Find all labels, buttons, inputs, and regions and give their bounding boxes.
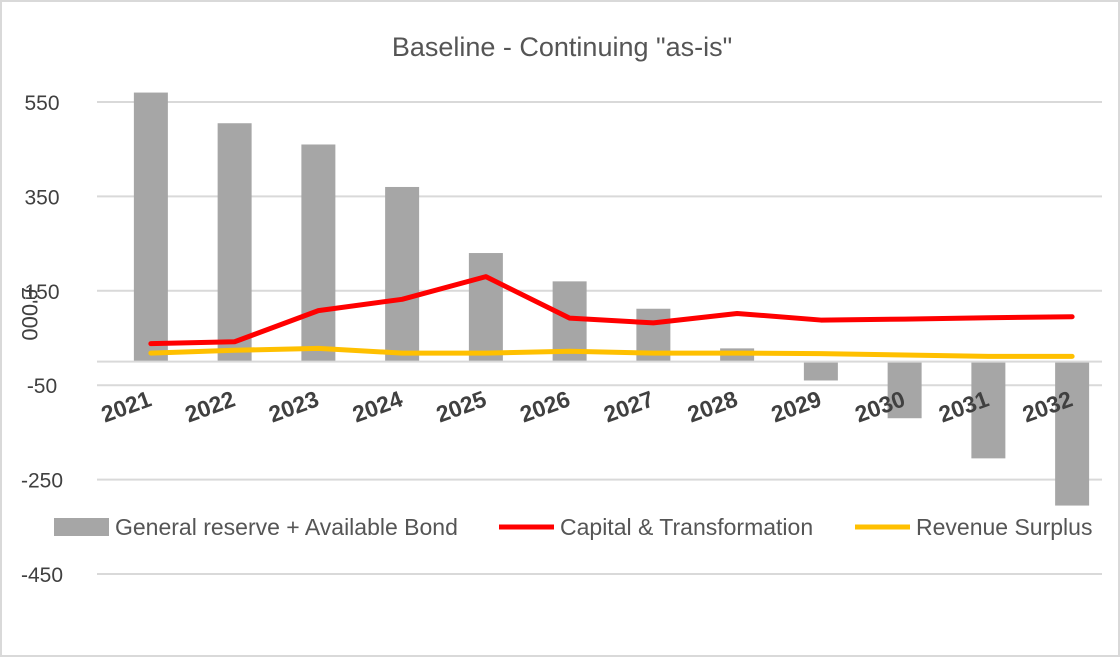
y-tick-label: -50 — [27, 375, 57, 398]
bar — [133, 92, 168, 362]
x-tick-label: 2025 — [433, 385, 490, 427]
x-tick-labels: 2021 2022 2023 2024 2025 2026 2027 2028 2029 2030… — [98, 385, 1076, 427]
series-line — [148, 345, 1075, 359]
bar — [1055, 361, 1090, 506]
bar — [803, 361, 838, 381]
legend: General reserve + Available Bond Capital … — [54, 514, 1092, 540]
x-tick-label: 2030 — [851, 386, 908, 428]
x-tick-label: 2028 — [684, 385, 741, 427]
legend-label: Revenue Surplus — [916, 514, 1092, 540]
y-tick-labels: 550 350 150 -50 -250 -450 — [21, 92, 63, 587]
y-tick-label: 150 — [24, 281, 59, 304]
legend-label: General reserve + Available Bond — [115, 514, 458, 540]
y-tick-label: 350 — [24, 186, 59, 209]
x-tick-label: 2022 — [181, 386, 238, 428]
bar — [301, 144, 336, 362]
series-line — [148, 274, 1075, 347]
legend-swatch — [54, 518, 109, 536]
bar-series — [133, 92, 1090, 506]
line-series — [148, 274, 1075, 359]
x-tick-label: 2026 — [516, 386, 573, 428]
bar — [887, 361, 922, 419]
bar — [385, 186, 420, 362]
x-tick-label: 2023 — [265, 386, 322, 428]
bar — [971, 361, 1006, 459]
bar — [468, 253, 503, 362]
x-tick-label: 2024 — [349, 385, 406, 427]
bar — [552, 281, 587, 362]
gridlines — [97, 101, 1102, 575]
y-tick-label: -450 — [21, 564, 63, 587]
x-tick-label: 2029 — [768, 386, 825, 428]
bar — [217, 123, 252, 362]
x-tick-label: 2021 — [98, 385, 155, 427]
x-tick-label: 2027 — [600, 386, 657, 428]
y-tick-label: 550 — [24, 92, 59, 115]
legend-label: Capital & Transformation — [560, 514, 813, 540]
y-axis-label: £'000 — [17, 287, 42, 340]
y-tick-label: -250 — [21, 470, 63, 493]
chart-title: Baseline - Continuing "as-is" — [392, 32, 732, 62]
